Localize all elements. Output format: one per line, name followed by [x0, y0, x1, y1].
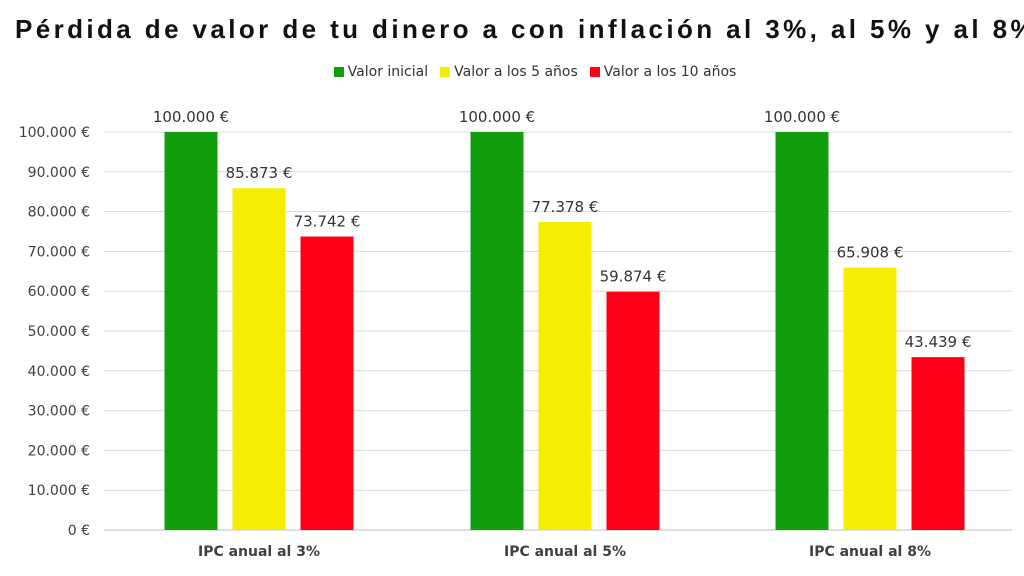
legend-swatch-valor-inicial	[333, 67, 344, 77]
y-tick-label: 90.000 €	[28, 165, 90, 181]
legend-label-valor-10-anos: Valor a los 10 años	[603, 64, 737, 80]
y-tick-label: 80.000 €	[28, 205, 90, 221]
bar	[911, 357, 965, 530]
y-tick-label: 60.000 €	[28, 284, 90, 300]
legend-item-valor-10-anos: Valor a los 10 años	[589, 64, 737, 80]
y-tick-label: 30.000 €	[28, 404, 90, 420]
y-tick-label: 20.000 €	[28, 443, 90, 459]
bar	[164, 132, 218, 530]
bar	[843, 267, 897, 530]
x-category-label: IPC anual al 8%	[809, 544, 931, 560]
data-label: 73.742 €	[294, 213, 361, 231]
bar	[300, 236, 354, 530]
legend-label-valor-inicial: Valor inicial	[347, 64, 429, 80]
data-label: 65.908 €	[837, 244, 904, 262]
data-label: 59.874 €	[600, 268, 667, 286]
bar	[775, 132, 829, 530]
data-label: 100.000 €	[459, 108, 535, 126]
bar	[232, 188, 286, 530]
x-category-label: IPC anual al 3%	[198, 544, 320, 560]
y-tick-label: 50.000 €	[28, 324, 90, 340]
y-tick-label: 10.000 €	[28, 483, 90, 499]
data-label: 100.000 €	[153, 108, 229, 126]
data-label: 43.439 €	[905, 333, 972, 351]
legend-swatch-valor-5-anos	[440, 67, 451, 77]
legend-item-valor-inicial: Valor inicial	[333, 64, 429, 80]
legend-label-valor-5-anos: Valor a los 5 años	[454, 64, 578, 80]
y-tick-label: 70.000 €	[28, 244, 90, 260]
data-label: 100.000 €	[764, 108, 840, 126]
y-tick-label: 100.000 €	[19, 125, 90, 141]
y-tick-label: 40.000 €	[28, 364, 90, 380]
bar	[538, 222, 592, 530]
y-tick-label: 0 €	[68, 523, 90, 539]
legend-item-valor-5-anos: Valor a los 5 años	[440, 64, 578, 80]
data-label: 77.378 €	[532, 198, 599, 216]
x-category-label: IPC anual al 5%	[504, 544, 626, 560]
legend-swatch-valor-10-anos	[589, 67, 600, 77]
legend: Valor inicial Valor a los 5 años Valor a…	[0, 64, 1024, 80]
bar	[470, 132, 524, 530]
bar	[606, 291, 660, 530]
data-label: 85.873 €	[226, 164, 293, 182]
chart-title: Pérdida de valor de tu dinero a con infl…	[15, 14, 1024, 44]
